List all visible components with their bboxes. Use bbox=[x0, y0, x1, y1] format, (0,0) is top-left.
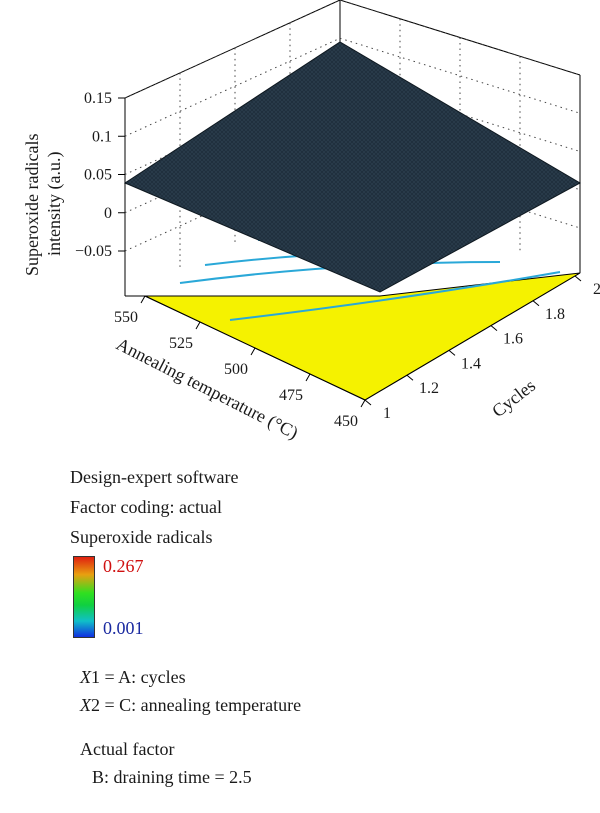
x-tick-label: 550 bbox=[114, 309, 138, 326]
x-tick-label: 450 bbox=[334, 413, 358, 430]
x2-text: 2 = C: annealing temperature bbox=[91, 695, 302, 715]
x-tick-mark bbox=[140, 295, 146, 304]
x-axis-ticks: 550 525 500 475 450 bbox=[114, 295, 366, 430]
y-tick-mark bbox=[406, 374, 414, 381]
x1-text: 1 = A: cycles bbox=[91, 667, 186, 687]
y-tick-mark bbox=[364, 399, 372, 406]
gridline bbox=[339, 152, 581, 229]
gridline bbox=[124, 152, 341, 252]
z-tick-label: 0.15 bbox=[84, 90, 112, 107]
actual-factor-label: Actual factor bbox=[80, 739, 175, 759]
x1-variable: X bbox=[80, 667, 91, 687]
z-axis-title-line1: Superoxide radicals bbox=[22, 134, 42, 276]
z-tick-label: 0.1 bbox=[92, 128, 112, 145]
z-tick-label: −0.05 bbox=[75, 243, 112, 260]
response-surface-chart: 0.15 0.1 0.05 0 −0.05 550 525 500 475 450 1 1.2 1.… bbox=[22, 0, 600, 444]
y-tick-mark bbox=[490, 325, 498, 331]
x-tick-mark bbox=[250, 347, 256, 356]
gridline bbox=[124, 76, 341, 175]
factor-coding-label: Factor coding: actual bbox=[70, 497, 222, 517]
y-tick-label: 1.2 bbox=[419, 380, 439, 397]
x-tick-mark bbox=[360, 399, 366, 408]
x-tick-label: 500 bbox=[224, 361, 248, 378]
y-tick-mark bbox=[532, 300, 540, 307]
y-tick-label: 1 bbox=[383, 405, 391, 422]
software-label: Design-expert software bbox=[70, 467, 239, 487]
y-axis-ticks: 1 1.2 1.4 1.6 1.8 2 bbox=[364, 275, 600, 422]
x-tick-mark bbox=[305, 373, 311, 382]
y-axis-title: Cycles bbox=[488, 375, 539, 421]
gridline bbox=[339, 37, 581, 114]
response-surface bbox=[123, 41, 582, 293]
y-tick-label: 1.8 bbox=[545, 306, 565, 323]
draining-time-label: B: draining time = 2.5 bbox=[92, 767, 252, 787]
y-tick-mark bbox=[448, 350, 456, 356]
y-tick-label: 1.4 bbox=[461, 355, 481, 372]
gridline bbox=[339, 76, 581, 152]
gridline bbox=[339, 0, 581, 76]
y-tick-label: 2 bbox=[593, 281, 600, 298]
z-tick-label: 0 bbox=[104, 205, 112, 222]
z-tick-label: 0.05 bbox=[84, 167, 112, 184]
legend-high-value: 0.267 bbox=[103, 556, 144, 576]
gridline bbox=[124, 37, 341, 137]
legend-low-value: 0.001 bbox=[103, 618, 144, 638]
y-tick-mark bbox=[574, 275, 582, 282]
x-tick-label: 475 bbox=[279, 387, 303, 404]
response-label: Superoxide radicals bbox=[70, 527, 213, 547]
y-tick-label: 1.6 bbox=[503, 331, 523, 348]
z-axis-title-line2: intensity (a.u.) bbox=[44, 152, 65, 256]
x-tick-mark bbox=[195, 321, 201, 330]
x2-variable: X bbox=[80, 695, 91, 715]
x1-definition: X1 = A: cycles bbox=[80, 666, 186, 688]
z-axis-ticks: 0.15 0.1 0.05 0 −0.05 bbox=[75, 90, 125, 260]
color-legend-bar bbox=[73, 556, 95, 638]
gridline bbox=[124, 0, 341, 99]
x-tick-label: 525 bbox=[169, 335, 193, 352]
x2-definition: X2 = C: annealing temperature bbox=[80, 694, 301, 716]
